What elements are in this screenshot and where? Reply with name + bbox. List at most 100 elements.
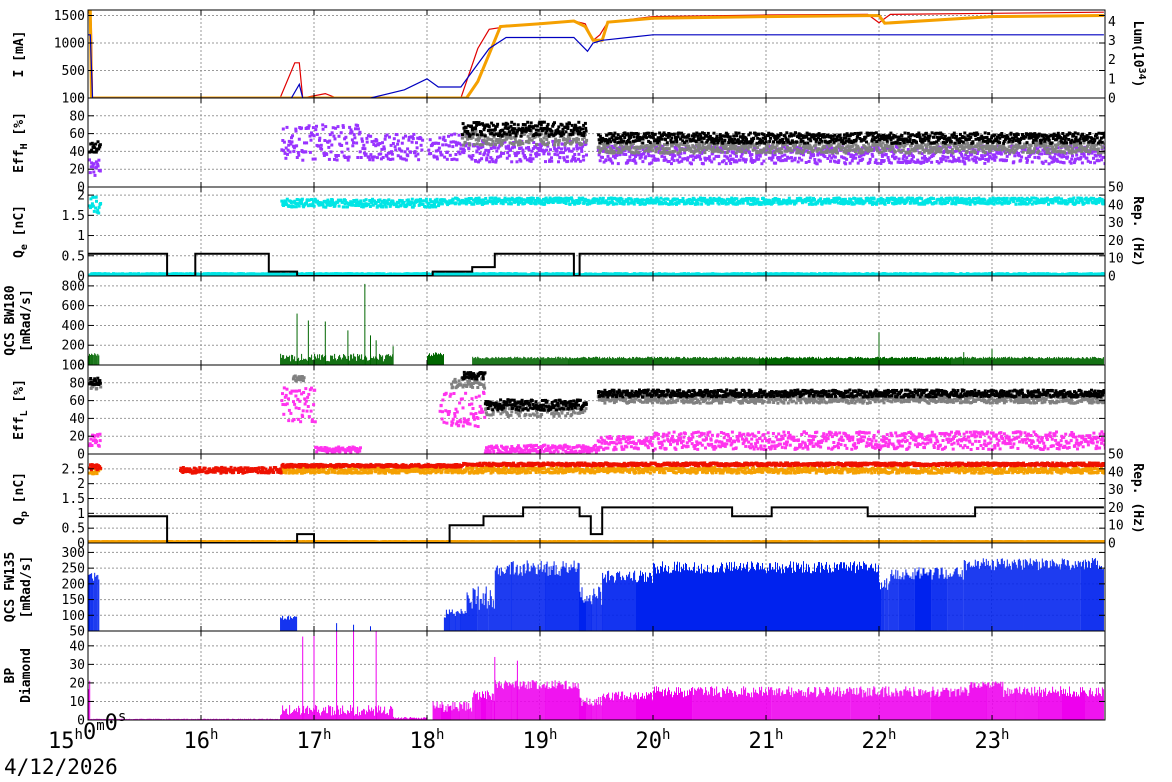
data-point (549, 199, 553, 203)
data-point (851, 144, 855, 148)
data-point (742, 141, 746, 145)
data-point (329, 200, 332, 204)
data-point (598, 159, 602, 163)
data-point (673, 149, 677, 153)
data-point (490, 131, 494, 135)
data-point (1074, 135, 1078, 139)
data-point (512, 130, 516, 134)
data-point (1070, 147, 1074, 151)
data-point (1042, 200, 1046, 204)
data-point (537, 153, 541, 157)
data-point (1094, 154, 1098, 158)
data-point (512, 142, 516, 146)
data-point (575, 127, 579, 130)
data-point (901, 200, 905, 204)
data-point (573, 153, 577, 156)
data-point (993, 133, 997, 137)
data-point (668, 150, 672, 154)
data-point (636, 134, 640, 138)
data-point (1006, 136, 1010, 140)
data-point (804, 161, 808, 164)
data-point (479, 146, 483, 150)
data-point (492, 133, 496, 137)
data-point (628, 158, 632, 162)
data-point (729, 158, 733, 161)
data-point (543, 126, 547, 130)
data-point (989, 198, 993, 202)
data-point (724, 144, 728, 148)
data-point (612, 150, 616, 154)
data-point (518, 142, 522, 146)
data-point (720, 197, 724, 201)
data-point (670, 157, 674, 161)
data-point (628, 155, 632, 159)
data-point (778, 156, 782, 160)
data-point (827, 197, 831, 201)
data-point (699, 196, 702, 200)
data-point (622, 148, 625, 152)
data-point (513, 151, 517, 155)
data-point (656, 141, 660, 145)
data-point (854, 156, 858, 160)
data-point (494, 158, 498, 162)
data-point (767, 133, 770, 137)
data-point (784, 143, 787, 147)
data-point (499, 129, 503, 132)
data-point (526, 134, 530, 138)
data-point (946, 197, 950, 201)
data-point (938, 137, 942, 141)
data-point (94, 150, 98, 154)
data-point (1054, 196, 1058, 200)
data-point (486, 142, 490, 146)
data-point (947, 199, 951, 203)
data-point (472, 143, 476, 147)
data-point (673, 154, 677, 158)
data-point (685, 139, 689, 143)
data-point (958, 159, 962, 163)
data-point (759, 138, 762, 142)
data-point (598, 134, 602, 138)
data-point (88, 204, 92, 208)
data-point (520, 130, 524, 134)
data-point (669, 142, 673, 146)
data-point (1099, 136, 1103, 140)
data-point (810, 146, 813, 150)
data-point (469, 136, 473, 140)
data-point (630, 198, 634, 202)
data-point (91, 165, 94, 169)
data-point (97, 205, 101, 209)
data-point (504, 124, 508, 128)
data-point (1072, 144, 1076, 148)
data-point (632, 200, 636, 204)
data-point (431, 200, 435, 204)
data-point (956, 147, 960, 151)
data-point (875, 161, 879, 165)
data-point (786, 138, 790, 142)
data-point (404, 158, 408, 162)
data-point (864, 199, 868, 203)
data-point (780, 201, 784, 205)
data-point (381, 141, 384, 145)
data-point (716, 198, 720, 202)
data-point (519, 197, 523, 201)
data-point (1072, 196, 1076, 200)
data-point (300, 197, 304, 201)
data-point (722, 201, 726, 205)
data-point (531, 197, 535, 200)
data-point (816, 201, 820, 205)
data-point (952, 201, 956, 205)
data-point (535, 196, 539, 200)
data-point (774, 134, 778, 138)
data-point (911, 148, 914, 152)
data-point (365, 140, 369, 144)
data-point (561, 130, 565, 134)
y-tick-label: 100 (62, 92, 85, 107)
data-point (987, 201, 991, 205)
data-point (613, 156, 617, 160)
data-point (670, 199, 674, 203)
data-point (721, 141, 725, 145)
data-point (417, 158, 421, 162)
data-point (535, 124, 539, 128)
data-point (579, 132, 583, 136)
data-point (356, 127, 360, 131)
